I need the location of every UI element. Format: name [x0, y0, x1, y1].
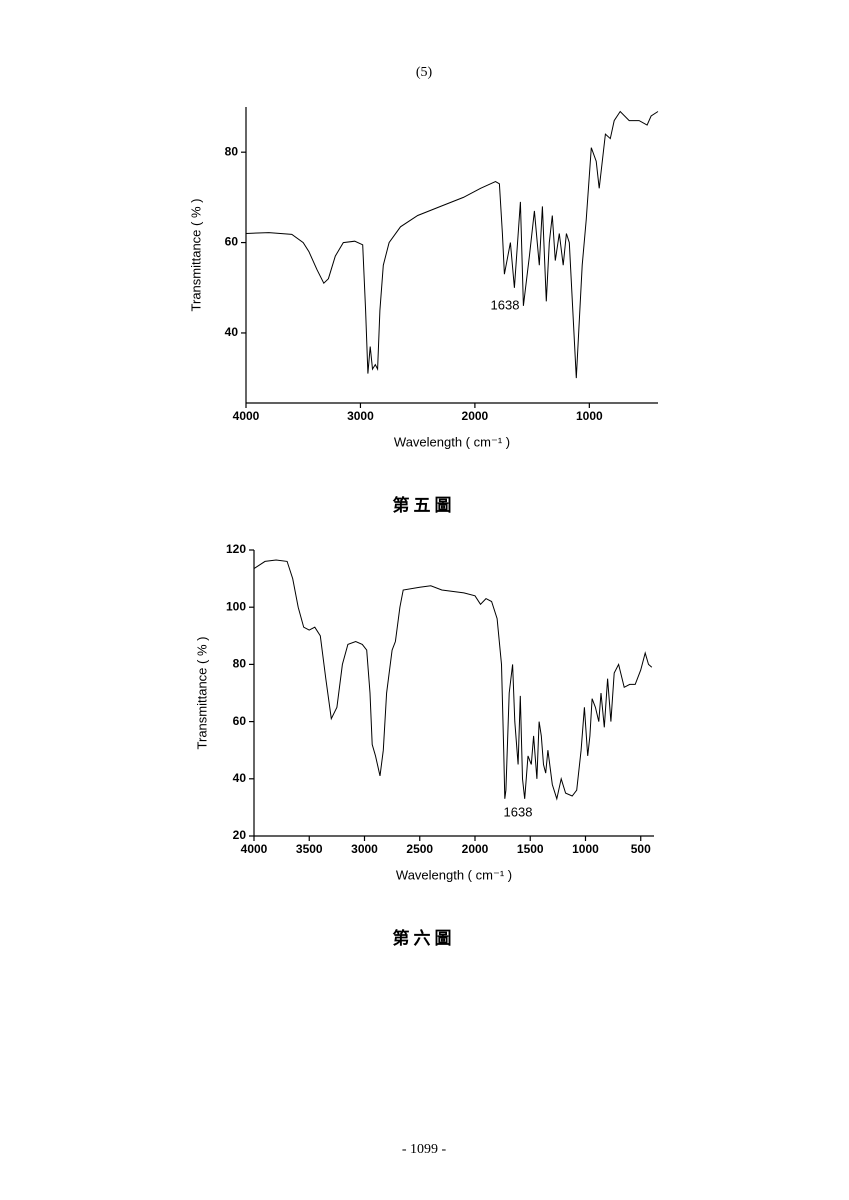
page-header: (5): [416, 65, 433, 80]
x-tick-label: 1000: [576, 409, 603, 423]
annotation: 1638: [491, 297, 520, 312]
y-tick-label: 120: [226, 542, 246, 556]
x-axis-label: Wavelength ( cm⁻¹ ): [396, 867, 512, 882]
x-tick-label: 2000: [462, 842, 489, 856]
x-tick-label: 3000: [351, 842, 378, 856]
x-tick-label: 1000: [572, 842, 599, 856]
x-tick-label: 3000: [347, 409, 374, 423]
x-tick-label: 2000: [462, 409, 489, 423]
annotation: 1638: [504, 804, 533, 819]
y-tick-label: 100: [226, 599, 246, 613]
x-tick-label: 1500: [517, 842, 544, 856]
x-tick-label: 2500: [406, 842, 433, 856]
x-axis-label: Wavelength ( cm⁻¹ ): [394, 434, 510, 449]
y-axis-label: Transmittance ( % ): [194, 637, 209, 750]
x-tick-label: 3500: [296, 842, 323, 856]
y-tick-label: 40: [233, 771, 247, 785]
y-tick-label: 80: [233, 657, 247, 671]
y-tick-label: 20: [233, 828, 247, 842]
y-tick-label: 40: [225, 325, 239, 339]
spectrum-line: [253, 559, 653, 801]
page-footer: - 1099 -: [402, 1142, 447, 1157]
y-tick-label: 60: [233, 714, 247, 728]
spectrum-line: [245, 110, 659, 379]
x-tick-label: 500: [631, 842, 651, 856]
figure-caption: 第五圖: [393, 495, 456, 515]
x-tick-label: 4000: [233, 409, 260, 423]
x-tick-label: 4000: [241, 842, 268, 856]
y-tick-label: 80: [225, 144, 239, 158]
y-axis-label: Transmittance ( % ): [188, 199, 203, 312]
y-tick-label: 60: [225, 235, 239, 249]
figure-caption: 第六圖: [393, 928, 456, 948]
